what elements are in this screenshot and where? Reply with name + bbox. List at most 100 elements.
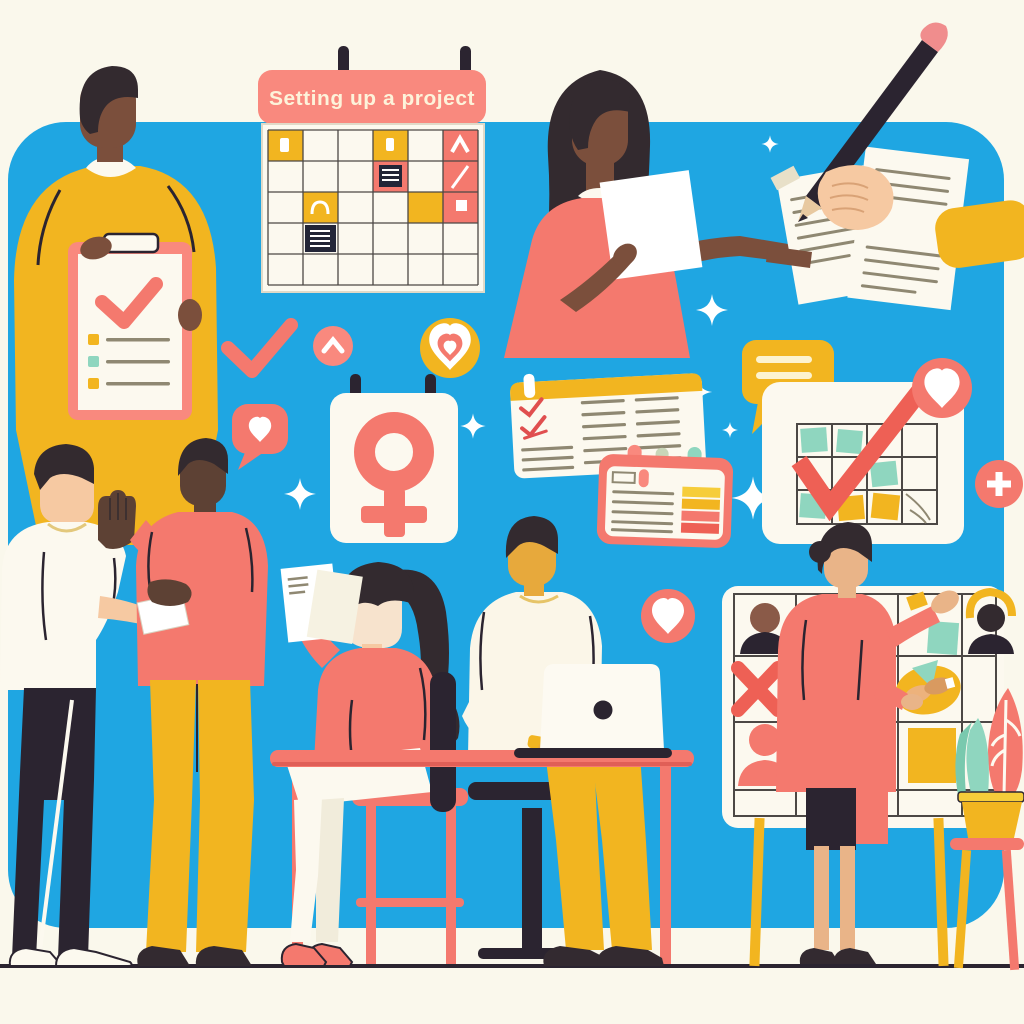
hair: [34, 444, 94, 490]
stool-leg: [953, 849, 972, 969]
teal-note: [926, 620, 960, 656]
floor-line: [0, 964, 1024, 968]
double-heart-badge-icon: [420, 318, 480, 378]
teal-leaf: [966, 718, 989, 797]
pot: [962, 802, 1022, 838]
handshake-icon: [895, 660, 961, 715]
white-tshirt: [0, 522, 126, 690]
coral-tunic: [776, 594, 896, 792]
stool-seat: [950, 838, 1024, 850]
dark-pants: [12, 688, 96, 958]
office-chair-seat: [468, 782, 573, 800]
yellow-square-note: [908, 728, 956, 783]
x-mark-icon: [731, 661, 785, 717]
icon-cluster: [221, 135, 779, 543]
shoe: [8, 946, 65, 967]
easel-leg: [933, 817, 949, 967]
eraser: [920, 22, 948, 52]
notepad-card: [596, 444, 734, 548]
card-clip: [523, 373, 536, 398]
wall-calendar: Setting up a project: [258, 46, 486, 293]
lower-sleeve: [874, 680, 908, 710]
sleeve: [130, 520, 166, 560]
office-chair-back: [430, 672, 456, 812]
yellow-pants-leg: [196, 680, 254, 952]
calendar-highlight-cells: [268, 130, 478, 252]
raised-hand: [931, 590, 959, 614]
clipboard-checkmark-icon: [95, 277, 163, 329]
hair: [505, 516, 558, 558]
laptop: [514, 664, 672, 758]
hand-writing-with-pencil: [766, 22, 1024, 311]
card-header: [510, 373, 703, 401]
laptop-logo: [593, 700, 613, 720]
tunic-hem: [856, 788, 888, 844]
yellow-leg: [546, 756, 604, 950]
raised-sleeve: [886, 606, 940, 648]
woman-presenting: [776, 522, 959, 964]
woman-handing-paper: [504, 70, 809, 358]
big-checkmark-icon: [791, 376, 935, 522]
pencil-icon: [798, 22, 948, 222]
chair-crossbar: [356, 898, 464, 907]
chair-leg: [446, 806, 456, 964]
hair: [178, 438, 228, 476]
yellow-pants-leg: [146, 680, 196, 952]
man-white-shirt: [0, 444, 170, 967]
heart-bubble-icon: [232, 404, 288, 470]
sticky-note-board: [762, 358, 1023, 544]
shoe: [799, 948, 840, 964]
potted-plant: [950, 688, 1024, 971]
plus-badge-icon: [975, 460, 1023, 508]
chair-pedestal: [522, 808, 542, 952]
sticky-in-hand: [906, 591, 928, 611]
hair-bun: [809, 541, 831, 563]
shoe: [54, 946, 133, 967]
list-lines: [521, 396, 682, 472]
leg: [814, 846, 829, 950]
sticky-note: [870, 492, 901, 521]
female-symbol-card: [330, 374, 458, 543]
coral-sweater: [136, 512, 268, 686]
shoe: [195, 946, 252, 966]
heart-badge-icon: [641, 589, 695, 643]
leg: [840, 846, 855, 950]
laptop-base: [514, 748, 672, 758]
tape: [770, 165, 801, 191]
teal-leaf: [955, 722, 972, 795]
held-papers: [306, 569, 363, 644]
clipboard-clip: [102, 232, 160, 254]
left-hand: [80, 236, 112, 260]
leg-front: [290, 798, 322, 942]
heart-badge-icon: [912, 358, 972, 418]
calendar-grid: [267, 129, 479, 286]
man-coral-sweater: [98, 438, 268, 966]
lower-hand: [901, 694, 923, 710]
board-grid: [796, 423, 938, 525]
leg-back: [316, 798, 344, 942]
calendar-banner: [258, 70, 486, 124]
checkmark-icon: [221, 318, 298, 378]
sleeve-to-keyboard: [462, 700, 540, 758]
red-check-icon: [519, 397, 544, 418]
female-symbol-icon: [354, 412, 434, 492]
shoe: [137, 946, 190, 966]
sticky-note: [800, 427, 828, 453]
lower-hand: [147, 579, 192, 606]
sticky-note: [869, 460, 899, 488]
forearm: [560, 252, 632, 312]
planning-board-scene: [722, 522, 1024, 971]
man-at-laptop: [430, 516, 695, 966]
shoe: [833, 948, 876, 964]
yellow-sleeve: [935, 200, 1024, 268]
coral-shoe: [280, 942, 328, 967]
reaching-dark-hand: [766, 246, 812, 268]
chair-leg: [366, 806, 376, 964]
banner-title: Setting up a project: [269, 88, 475, 110]
coral-top: [314, 648, 438, 762]
shoe: [543, 946, 608, 966]
hand-on-paper: [613, 243, 637, 267]
writing-hand: [817, 165, 894, 230]
neck: [838, 584, 856, 598]
